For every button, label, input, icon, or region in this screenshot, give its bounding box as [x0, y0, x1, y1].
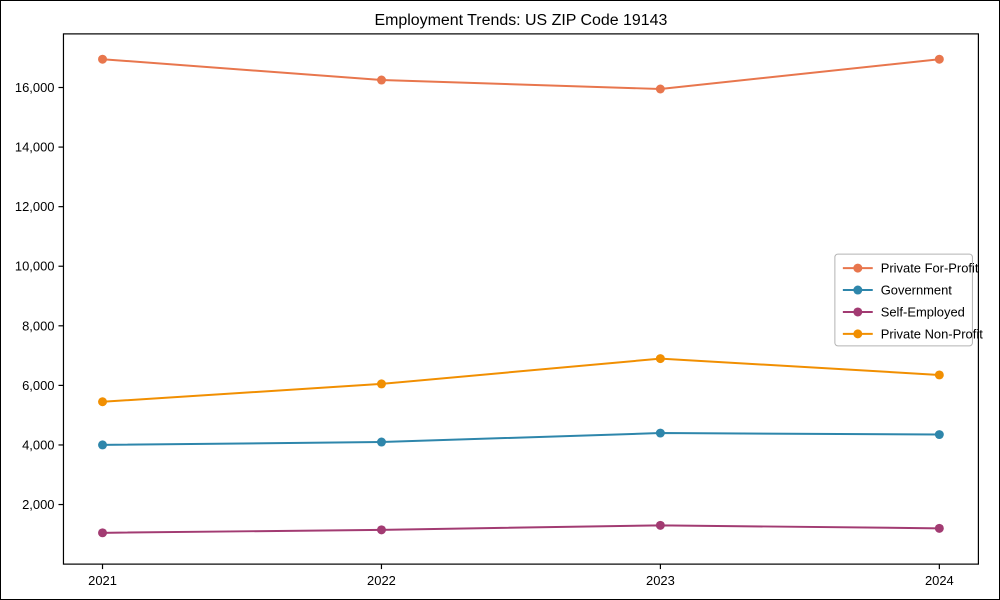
- y-tick-label: 2,000: [22, 497, 54, 512]
- legend-item-self-employed: Self-Employed: [842, 304, 965, 319]
- data-point-self-employed: [98, 528, 108, 538]
- legend-label: Government: [881, 283, 953, 298]
- series-line-private-non-profit: [101, 357, 941, 403]
- axes-frame: [62, 33, 979, 565]
- data-point-government: [934, 430, 944, 440]
- data-point-self-employed: [377, 525, 386, 535]
- data-point-private-non-profit: [98, 397, 108, 407]
- legend-item-private-non-profit: Private Non-Profit: [842, 326, 984, 341]
- legend-item-government: Government: [842, 283, 953, 298]
- y-tick-label: 4,000: [22, 437, 54, 452]
- data-point-private-non-profit: [934, 370, 944, 380]
- data-point-self-employed: [655, 520, 665, 530]
- x-tick-label: 2021: [88, 573, 117, 588]
- data-point-private-for-profit: [934, 54, 944, 64]
- y-tick-label: 12,000: [15, 199, 55, 214]
- legend-box: [834, 253, 973, 347]
- y-axis: 2,000 4,000 6,000 8,000 10,000 12,000 14,000 16…: [15, 80, 64, 512]
- series-layer: [98, 54, 944, 538]
- legend-marker: [853, 329, 863, 339]
- data-point-self-employed: [934, 523, 944, 533]
- data-point-private-non-profit: [655, 354, 665, 364]
- series-line-self-employed: [101, 524, 941, 534]
- legend-marker: [853, 263, 863, 273]
- legend-label: Private For-Profit: [881, 261, 979, 276]
- data-point-private-for-profit: [655, 84, 665, 94]
- legend-label: Private Non-Profit: [881, 326, 984, 341]
- legend-item-private-for-profit: Private For-Profit: [842, 261, 979, 276]
- legend-marker: [853, 285, 863, 295]
- x-axis: 2021 2022 2023 2024: [88, 564, 954, 588]
- data-point-private-for-profit: [377, 75, 386, 85]
- x-tick-label: 2023: [646, 573, 675, 588]
- series-line-private-for-profit: [101, 58, 941, 91]
- y-tick-label: 16,000: [15, 80, 55, 95]
- y-tick-label: 14,000: [15, 140, 55, 155]
- legend-label: Self-Employed: [881, 304, 965, 319]
- data-point-government: [655, 428, 665, 438]
- y-tick-label: 6,000: [22, 378, 54, 393]
- series-line-government: [101, 432, 941, 446]
- data-point-government: [98, 440, 108, 450]
- y-tick-label: 10,000: [15, 259, 55, 274]
- data-point-government: [377, 437, 386, 447]
- data-point-private-non-profit: [377, 379, 386, 389]
- plot-area: [62, 33, 979, 565]
- y-tick-label: 8,000: [22, 318, 54, 333]
- x-tick-label: 2022: [367, 573, 396, 588]
- legend: Private For-Profit Government Self-Employe…: [834, 253, 984, 347]
- chart-title: Employment Trends: US ZIP Code 19143: [374, 12, 667, 29]
- legend-marker: [853, 307, 863, 317]
- x-tick-label: 2024: [925, 573, 954, 588]
- data-point-private-for-profit: [98, 54, 108, 64]
